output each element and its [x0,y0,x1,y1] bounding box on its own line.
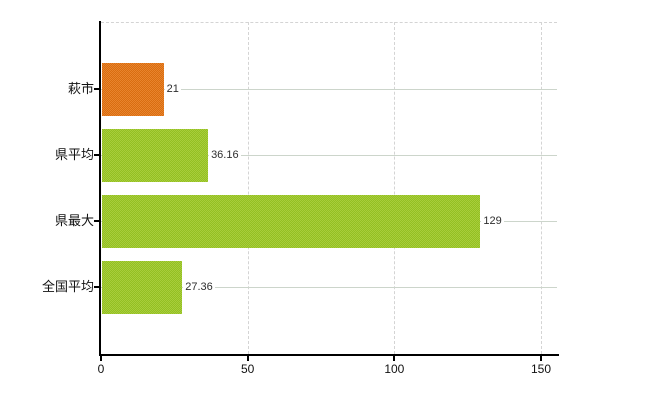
x-axis-line [99,354,559,356]
gridline-100 [394,22,396,354]
plot-area [101,22,557,354]
category-label-national-average: 全国平均 [41,279,94,294]
x-axis-tick [540,356,542,361]
x-axis-tick [393,356,396,361]
bar-prefecture-average [102,128,209,182]
category-label-prefecture-average: 県平均 [54,147,94,162]
bar-national-average [102,260,183,314]
category-gridline [101,287,557,288]
gridline-top [101,22,557,23]
x-axis-label-150: 150 [530,362,552,376]
category-label-hagi-city: 萩市 [67,81,94,96]
bar-prefecture-max [102,194,481,248]
category-gridline [101,155,557,156]
value-label-national-average: 27.36 [183,280,215,294]
value-label-prefecture-max: 129 [481,214,504,228]
y-axis-tick [94,220,101,222]
x-axis-label-50: 50 [240,362,255,376]
bar-hagi-city [102,62,164,116]
y-axis-line [99,21,101,356]
category-label-prefecture-max: 県最大 [54,213,94,228]
y-axis-tick [94,88,101,90]
y-axis-tick [94,286,101,288]
category-gridline [101,89,557,90]
value-label-prefecture-average: 36.16 [209,148,241,162]
value-label-hagi-city: 21 [164,82,181,96]
gridline-150 [541,22,542,354]
x-axis-tick [246,356,249,361]
x-axis-tick [100,356,102,361]
x-axis-label-0: 0 [97,362,105,376]
y-axis-tick [94,154,101,156]
gridline-50 [247,22,249,354]
x-axis-label-100: 100 [384,362,405,376]
